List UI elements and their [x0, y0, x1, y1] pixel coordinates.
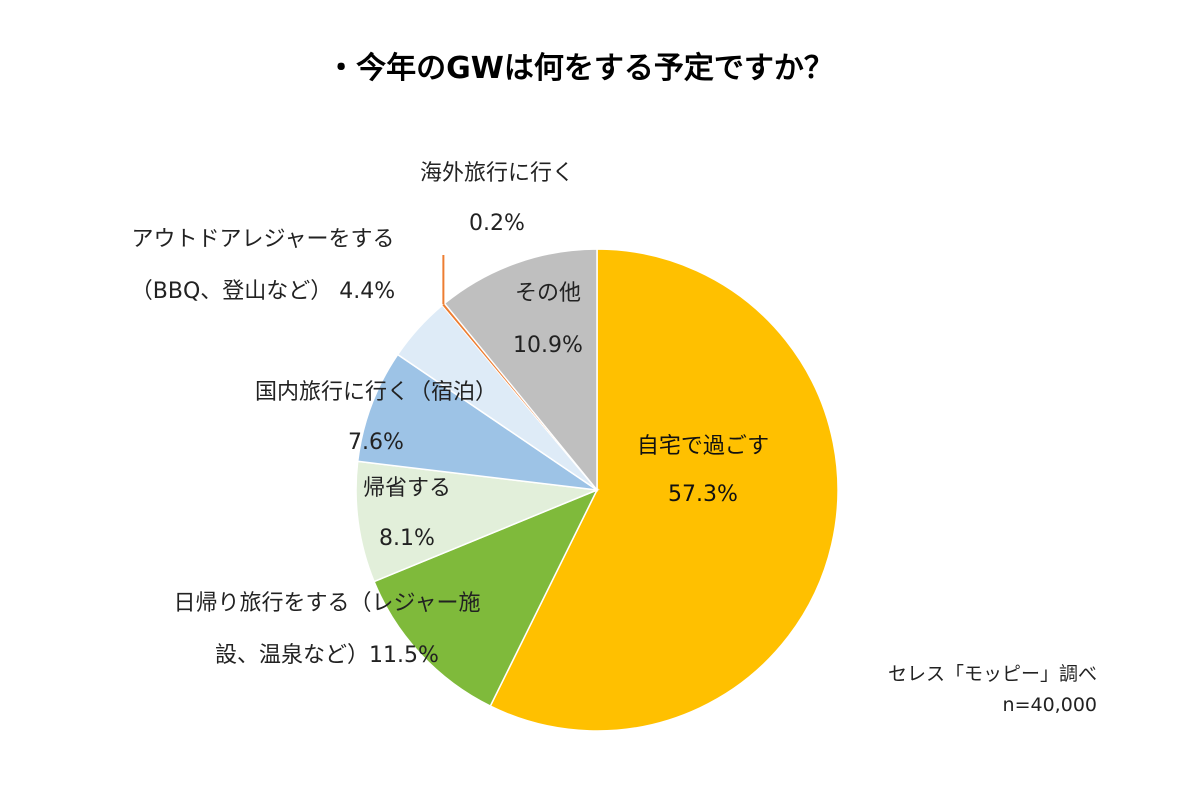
slice-label-overseas-value: 0.2% [469, 211, 525, 236]
slice-label-daytrip: 日帰り旅行をする（レジャー施 [174, 591, 481, 616]
pie-slice-other [443, 248, 598, 493]
slice-label-daytrip-value: 設、温泉など）11.5% [215, 643, 439, 668]
pie-slice-daytrip [373, 488, 599, 708]
sample-size: n=40,000 [1003, 694, 1097, 716]
slice-label-homecoming: 帰省する [363, 476, 451, 501]
slice-label-homecoming-value: 8.1% [379, 526, 435, 551]
slice-label-other-value: 10.9% [513, 333, 583, 358]
slice-label-overseas: 海外旅行に行く [420, 161, 574, 186]
pie-slice-home [489, 248, 839, 732]
chart-title: ・今年のGWは何をする予定ですか？ [326, 51, 834, 86]
slice-label-outdoor: アウトドアレジャーをする [132, 227, 395, 252]
slice-label-domestic-value: 7.6% [348, 430, 404, 455]
slice-label-home: 自宅で過ごす [637, 434, 769, 459]
pie-slices [355, 248, 839, 732]
slice-label-outdoor-value: （BBQ、登山など） 4.4% [131, 279, 395, 304]
slice-label-home-value: 57.3% [668, 482, 738, 507]
pie-slice-domestic [356, 353, 598, 491]
pie-slice-homecoming [355, 460, 600, 583]
source-note: セレス「モッピー」調べ [888, 663, 1097, 685]
slice-label-other: その他 [515, 281, 581, 306]
slice-label-domestic: 国内旅行に行く（宿泊） [255, 380, 497, 405]
